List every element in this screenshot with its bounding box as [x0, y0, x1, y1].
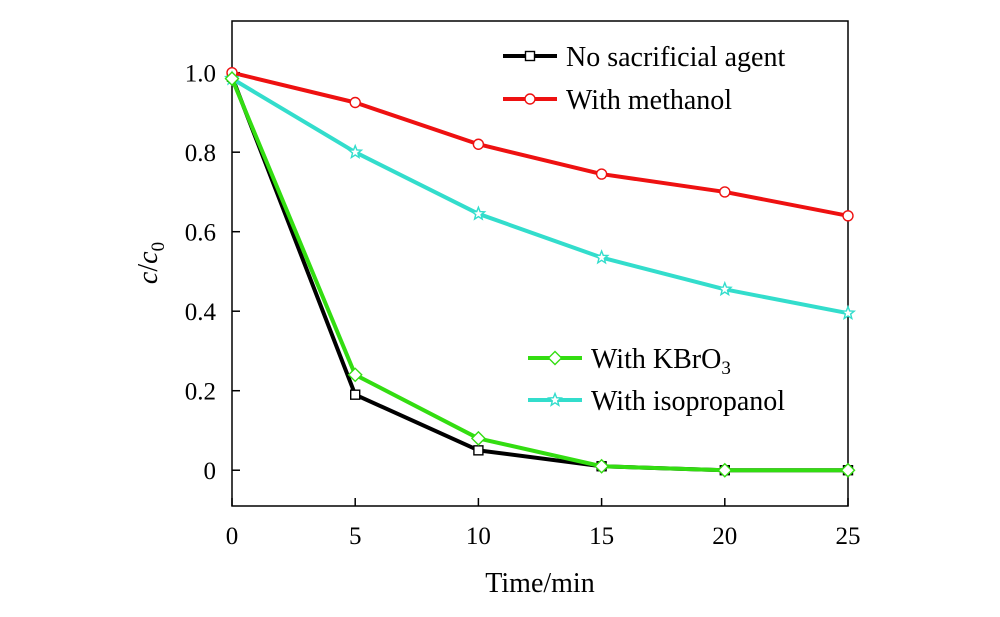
x-tick-label: 10 [466, 523, 491, 550]
legend-label: With isopropanol [591, 386, 785, 417]
legend-marker [546, 391, 564, 407]
axis-ticks [231, 71, 849, 506]
data-point [224, 71, 240, 87]
legend-marker [524, 93, 536, 105]
axis-tick-labels: 0 5 10 15 20 25 0 0.2 0.4 0.6 0.8 1.0 [185, 61, 861, 550]
y-tick-label: 0.4 [185, 299, 217, 326]
series-layer [223, 66, 857, 478]
legend-entry: No sacrificial agent [503, 42, 785, 73]
data-point [719, 186, 731, 198]
data-point [595, 168, 608, 180]
x-tick-label: 25 [836, 523, 861, 550]
legend-label: With methanol [566, 85, 732, 116]
y-axis-title-subscript: 0 [148, 242, 169, 252]
data-point [594, 458, 610, 474]
legend-entry: With isopropanol [528, 386, 785, 417]
data-point [839, 304, 857, 321]
x-tick-label: 5 [349, 523, 362, 550]
data-point [349, 96, 361, 109]
data-point [842, 210, 854, 222]
legend-label: No sacrificial agent [566, 42, 785, 73]
legend-marker [547, 350, 563, 366]
x-tick-label: 15 [589, 523, 614, 550]
y-axis-title: c/c0 [133, 242, 169, 284]
legend-label: With KBrO3 [591, 344, 731, 379]
series-with-kbro3 [224, 71, 856, 478]
series-with-methanol [226, 66, 854, 222]
data-point [840, 462, 856, 478]
series-with-isopropanol [223, 70, 857, 321]
y-tick-label: 1.0 [185, 61, 216, 88]
series-line [230, 76, 849, 316]
series-line [231, 70, 849, 218]
data-point [470, 430, 486, 446]
data-point [347, 143, 364, 160]
data-point [470, 205, 487, 221]
legend-entry: With KBrO3 [528, 344, 731, 379]
legend-marker [524, 50, 536, 62]
data-point [473, 445, 484, 456]
y-tick-label: 0.8 [185, 140, 216, 167]
data-point [593, 249, 610, 265]
data-point [350, 389, 361, 400]
legend: No sacrificial agent With methanol With KB… [503, 42, 785, 417]
data-point [347, 367, 363, 383]
x-axis-title: Time/min [485, 568, 594, 599]
y-axis-title-slash: / [133, 264, 164, 272]
y-axis-title-c: c [133, 271, 164, 284]
y-tick-label: 0.6 [185, 220, 216, 247]
data-point [716, 280, 733, 297]
series-line [230, 77, 848, 473]
y-tick-label: 0 [204, 458, 217, 485]
data-point [717, 462, 733, 478]
y-axis-title-c-ref: c [133, 251, 164, 264]
y-tick-label: 0.2 [185, 379, 216, 406]
plot-frame [231, 20, 849, 507]
x-tick-label: 0 [226, 523, 239, 550]
x-tick-label: 20 [712, 523, 737, 550]
data-point [472, 138, 485, 150]
legend-entry: With methanol [503, 85, 732, 116]
